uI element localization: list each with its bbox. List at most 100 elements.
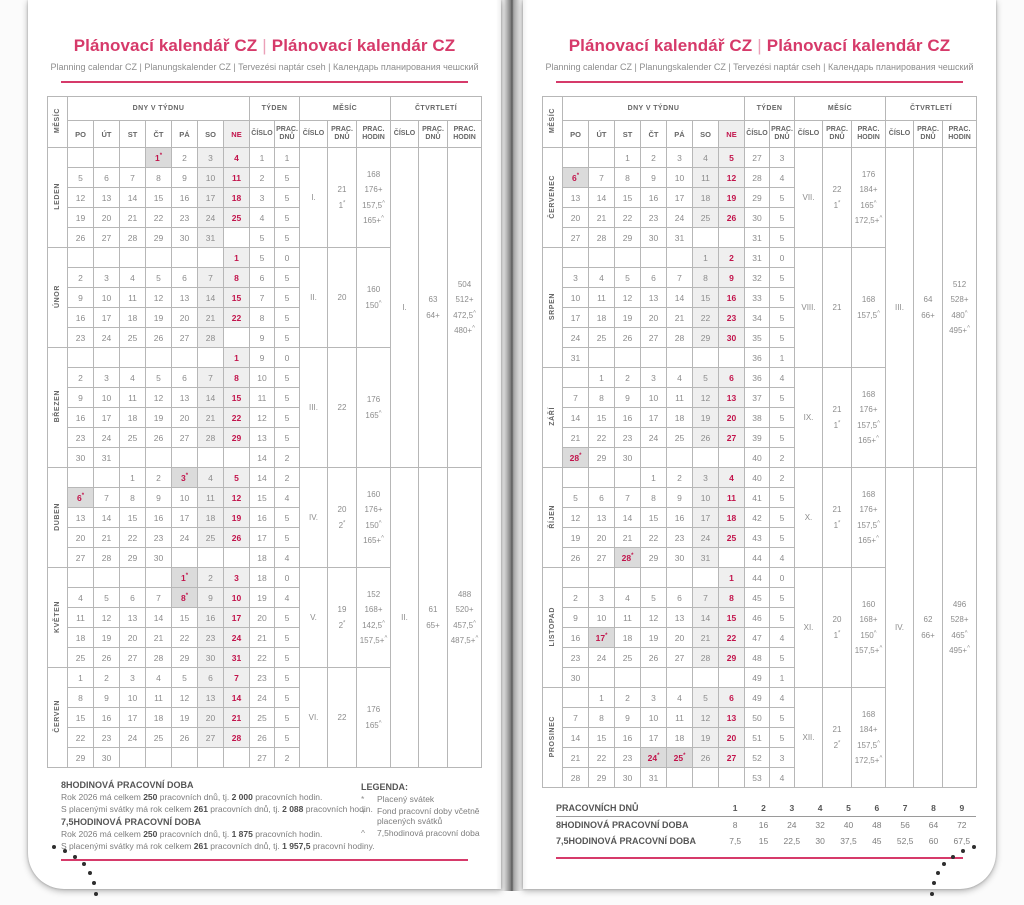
week-number-cell: 21 bbox=[249, 627, 275, 648]
day-cell: 13 bbox=[93, 187, 120, 208]
day-cell: 5 bbox=[67, 167, 94, 188]
week-number-cell: 39 bbox=[744, 427, 770, 448]
day-cell: 1 bbox=[119, 467, 146, 488]
week-row: 27 28 29 30 31 31 5 bbox=[543, 227, 977, 248]
legend-text: 7,5hodinová pracovní doba bbox=[377, 828, 480, 838]
month-hours-cell: 160 168+ 150^ 157,5+^ bbox=[851, 567, 886, 688]
day-cell: 26 bbox=[223, 527, 250, 548]
day-cell: 11 bbox=[67, 607, 94, 628]
day-cell: 2 bbox=[666, 467, 693, 488]
day-cell: 12 bbox=[562, 507, 589, 528]
week-number-cell: 27 bbox=[744, 147, 770, 168]
day-cell: 1 bbox=[223, 347, 250, 368]
day-cell: 13 bbox=[171, 387, 198, 408]
day-cell: 6* bbox=[562, 167, 589, 188]
day-cell: 19 bbox=[171, 707, 198, 728]
day-cell: 26 bbox=[692, 427, 719, 448]
day-cell: 28 bbox=[223, 727, 250, 748]
header-rule bbox=[556, 81, 963, 83]
day-cell: 16 bbox=[666, 507, 693, 528]
day-cell: 26 bbox=[145, 327, 172, 348]
week-number-cell: 8 bbox=[249, 307, 275, 328]
workdays-value: 45 bbox=[872, 836, 882, 846]
day-cell: 12 bbox=[145, 387, 172, 408]
legend-item: * Placený svátek bbox=[361, 794, 501, 804]
week-number-cell: 35 bbox=[744, 327, 770, 348]
week-workdays-cell: 5 bbox=[769, 327, 795, 348]
day-cell: 27 bbox=[119, 647, 146, 668]
month-workdays-cell: 20 bbox=[327, 247, 357, 348]
week-workdays-cell: 5 bbox=[769, 307, 795, 328]
day-cell: 21 bbox=[562, 427, 589, 448]
day-cell bbox=[145, 347, 172, 368]
page-title: Plánovací kalendář CZ | Plánovací kalendár… bbox=[523, 36, 996, 56]
day-cell bbox=[197, 747, 224, 768]
day-cell bbox=[692, 767, 719, 788]
title-slovak: Plánovací kalendár CZ bbox=[766, 36, 951, 55]
day-cell: 14 bbox=[562, 407, 589, 428]
week-number-cell: 44 bbox=[744, 547, 770, 568]
day-cell: 5 bbox=[562, 487, 589, 508]
day-cell: 27 bbox=[718, 747, 745, 768]
day-cell: 29 bbox=[119, 547, 146, 568]
week-workdays-cell: 5 bbox=[274, 527, 300, 548]
week-number-cell: 38 bbox=[744, 407, 770, 428]
day-cell bbox=[692, 227, 719, 248]
week-number-cell: 3 bbox=[249, 187, 275, 208]
week-row: 16 17 18 19 20 21 22 12 5 bbox=[48, 407, 482, 428]
header-month-hours: PRAC. HODIN bbox=[851, 120, 886, 148]
week-number-cell: 34 bbox=[744, 307, 770, 328]
day-cell: 1 bbox=[588, 367, 615, 388]
perforation-dot bbox=[73, 855, 77, 859]
day-cell: 2 bbox=[67, 267, 94, 288]
month-number-cell: IV. bbox=[299, 467, 328, 568]
day-cell: 9 bbox=[666, 487, 693, 508]
day-cell: 20 bbox=[718, 727, 745, 748]
day-cell: 24 bbox=[93, 327, 120, 348]
day-cell: 13 bbox=[588, 507, 615, 528]
week-row: LEDEN 1* 2 3 4 1 1 I. 21 1* 168 176+ 157,5^ 165+^ I. 63… bbox=[47, 147, 482, 468]
workdays-value: 22,5 bbox=[783, 836, 801, 846]
day-cell: 24 bbox=[93, 427, 120, 448]
header-day-2: ST bbox=[614, 120, 641, 148]
day-cell: 25 bbox=[119, 427, 146, 448]
week-workdays-cell: 5 bbox=[769, 267, 795, 288]
week-number-cell: 9 bbox=[249, 347, 275, 368]
day-cell: 1 bbox=[614, 147, 641, 168]
header-days-group: DNY V TÝDNU bbox=[562, 96, 745, 121]
month-workdays-cell: 21 1* bbox=[822, 367, 852, 468]
month-label: ČERVENEC bbox=[542, 147, 563, 248]
workdays-col-header: 8 bbox=[931, 803, 936, 813]
day-cell: 25 bbox=[223, 207, 250, 228]
footer-rule bbox=[61, 859, 468, 861]
day-cell bbox=[614, 567, 641, 588]
day-cell: 29 bbox=[692, 327, 719, 348]
week-number-cell: 44 bbox=[744, 567, 770, 588]
perforation-dot bbox=[63, 849, 67, 853]
week-row: 5 6 7 8 9 10 11 2 5 bbox=[48, 167, 482, 188]
week-workdays-cell: 0 bbox=[274, 567, 300, 588]
day-cell: 18 bbox=[718, 507, 745, 528]
day-cell bbox=[223, 227, 250, 248]
header-day-4: PÁ bbox=[666, 120, 693, 148]
week-workdays-cell: 5 bbox=[274, 667, 300, 688]
day-cell: 27 bbox=[562, 227, 589, 248]
week-number-cell: 47 bbox=[744, 627, 770, 648]
month-label: PROSINEC bbox=[542, 687, 563, 788]
day-cell: 19 bbox=[93, 627, 120, 648]
day-cell: 27 bbox=[67, 547, 94, 568]
workdays-row: 7,5HODINOVÁ PRACOVNÍ DOBA 7,5 15 22,5 30 37,5… bbox=[556, 833, 976, 849]
day-cell: 10 bbox=[666, 167, 693, 188]
month-workdays-cell: 19 2* bbox=[327, 567, 357, 668]
day-cell: 31 bbox=[93, 447, 120, 468]
day-cell: 25 bbox=[614, 647, 641, 668]
week-workdays-cell: 2 bbox=[274, 467, 300, 488]
day-cell: 6 bbox=[718, 687, 745, 708]
week-workdays-cell: 4 bbox=[274, 587, 300, 608]
day-cell: 14 bbox=[119, 187, 146, 208]
day-cell: 25 bbox=[588, 327, 615, 348]
header-day-0: PO bbox=[562, 120, 589, 148]
day-cell: 24 bbox=[197, 207, 224, 228]
day-cell: 21 bbox=[197, 407, 224, 428]
month-number-cell: XI. bbox=[794, 567, 823, 688]
